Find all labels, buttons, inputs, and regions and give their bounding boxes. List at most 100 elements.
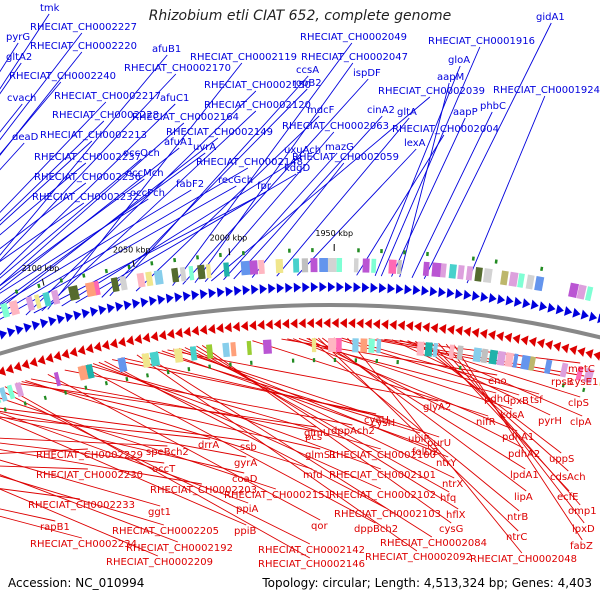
forward-gene-arrow	[471, 290, 480, 301]
reverse-gene-arrow	[569, 345, 578, 356]
forward-gene-label: RHECIAT_CH0002227	[30, 22, 137, 33]
reverse-gene-label: RHECIAT_CH0002192	[126, 543, 233, 554]
reverse-gene-arrow	[183, 326, 191, 337]
reverse-gene-arrow	[5, 363, 14, 374]
reverse-gene-arrow	[216, 323, 224, 334]
reverse-leader-line	[167, 349, 439, 402]
reverse-gene-label: RHECIAT_CH0002151	[224, 490, 331, 501]
reverse-gene-label: dppAch2	[331, 426, 375, 437]
forward-gene-arrow	[6, 327, 16, 338]
reverse-gene-label: RHECIAT_CH0002229	[36, 450, 143, 461]
forward-gene-label: occQch	[123, 148, 160, 159]
feature-marker	[357, 248, 360, 253]
forward-gene-arrow	[404, 284, 412, 295]
forward-gene-label: RHECIAT_CH0002213	[40, 130, 147, 141]
reverse-gene-label: cdsAch	[550, 472, 586, 483]
feature-marker	[312, 358, 316, 363]
reverse-gene-arrow	[356, 318, 364, 329]
reverse-gene-arrow	[438, 323, 447, 334]
feature-marker	[582, 387, 586, 393]
reverse-gene-arrow	[166, 328, 175, 339]
forward-gene-arrow	[344, 282, 353, 293]
reverse-gene-arrow	[224, 322, 232, 333]
reverse-leader-line	[0, 412, 249, 504]
reverse-gene-arrow	[150, 331, 159, 342]
forward-gene-arrow	[123, 300, 132, 311]
feature-marker	[166, 369, 170, 375]
forward-gene-arrow	[353, 282, 361, 293]
cog-category-bar	[482, 268, 493, 284]
cog-category-bar	[171, 267, 180, 283]
forward-gene-arrow	[182, 291, 191, 302]
feature-marker	[150, 261, 154, 266]
forward-gene-label: RHECIAT_CH0002150	[204, 80, 311, 91]
reverse-leader-line	[184, 347, 455, 479]
reverse-gene-label: RHECIAT_CH0002233	[28, 500, 135, 511]
forward-gene-arrow	[588, 311, 598, 322]
reverse-gene-label: lpxB	[507, 396, 529, 407]
forward-gene-label: RHECIAT_CH0002120	[204, 100, 311, 111]
reverse-leader-line	[308, 337, 520, 512]
forward-gene-arrow	[513, 296, 522, 307]
scale-label: 2000 kbp	[210, 233, 248, 242]
reverse-leader-line	[0, 416, 245, 474]
cog-category-bar	[67, 285, 80, 301]
cog-category-bar	[525, 274, 535, 290]
forward-gene-arrow	[395, 283, 404, 294]
reverse-leader-line	[196, 345, 459, 510]
reverse-leader-line	[190, 346, 450, 493]
forward-gene-arrow	[597, 313, 600, 324]
forward-leader-line	[194, 62, 354, 284]
reverse-leader-line	[0, 448, 88, 454]
cog-category-bar	[93, 280, 101, 296]
forward-gene-label: cvach	[7, 93, 36, 104]
reverse-leader-line	[47, 374, 321, 521]
forward-leader-line	[391, 117, 466, 277]
reverse-gene-arrow	[126, 335, 135, 346]
reverse-gene-arrow	[372, 319, 381, 330]
reverse-gene-label: dppBch2	[354, 524, 398, 535]
forward-leader-line	[0, 189, 192, 306]
cog-category-bar	[149, 351, 161, 367]
reverse-leader-line	[0, 417, 247, 526]
cog-category-bar	[575, 366, 584, 381]
reverse-gene-label: drrA	[198, 440, 219, 451]
reverse-leader-line	[445, 343, 585, 524]
forward-gene-arrow	[572, 307, 581, 318]
reverse-gene-label: coaD	[232, 474, 258, 485]
cog-category-bar	[0, 302, 11, 318]
cog-category-bar	[559, 362, 569, 378]
topology-text: Topology: circular; Length: 4,513,324 bp…	[262, 576, 592, 590]
forward-gene-arrow	[225, 286, 234, 297]
forward-gene-label: fpr	[257, 181, 272, 192]
forward-gene-arrow	[89, 306, 99, 317]
reverse-gene-arrow	[282, 318, 290, 329]
reverse-gene-label: pyrH	[538, 416, 562, 427]
feature-marker	[146, 373, 149, 378]
forward-gene-label: ropB2	[292, 78, 322, 89]
forward-leader-line	[233, 115, 383, 280]
cog-category-bar	[576, 284, 587, 300]
reverse-gene-arrow	[479, 329, 488, 339]
forward-gene-arrow	[268, 283, 276, 294]
forward-leader-line	[0, 13, 50, 90]
forward-gene-arrow	[293, 282, 302, 293]
cog-category-bar	[319, 258, 329, 273]
reverse-gene-arrow	[447, 324, 455, 335]
feature-marker	[37, 283, 41, 289]
forward-gene-arrow	[505, 295, 514, 306]
forward-gene-arrow	[539, 301, 548, 312]
cog-category-bar	[474, 266, 483, 282]
forward-gene-label: RHECIAT_CH0002170	[124, 63, 231, 74]
reverse-gene-label: cysH	[371, 418, 395, 429]
cog-category-bar	[362, 258, 370, 273]
cog-category-bar	[500, 270, 509, 286]
reverse-gene-arrow	[93, 341, 102, 352]
reverse-gene-arrow	[545, 340, 553, 350]
feature-marker	[3, 407, 7, 412]
forward-leader-line	[0, 32, 83, 141]
reverse-gene-label: gyrA	[234, 458, 257, 469]
reverse-gene-arrow	[488, 330, 496, 341]
forward-gene-label: kdgD	[284, 163, 310, 174]
reverse-gene-arrow	[118, 336, 126, 347]
